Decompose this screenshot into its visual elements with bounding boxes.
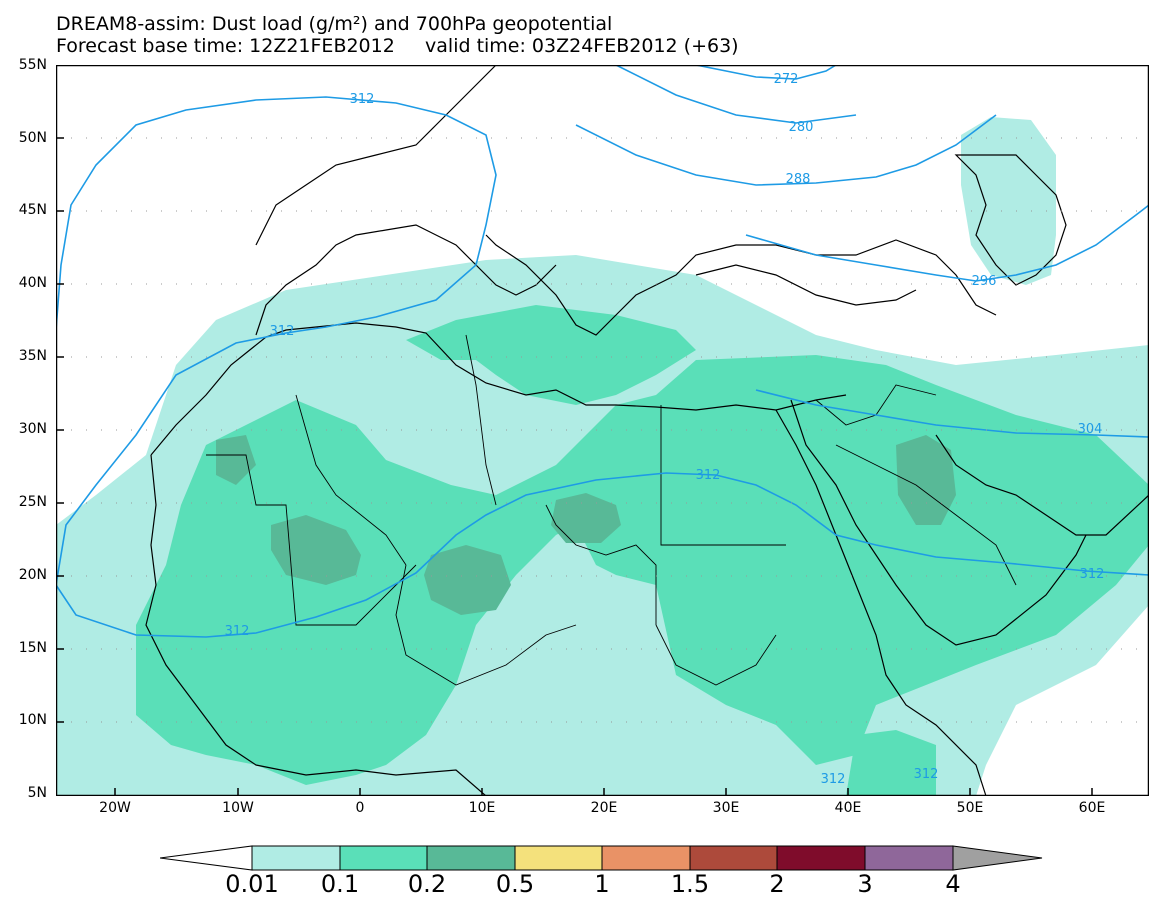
lat-label-5n: 5N bbox=[27, 785, 47, 801]
contour-312 bbox=[56, 96, 1149, 638]
lat-label-15n: 15N bbox=[18, 640, 47, 656]
lat-label-55n: 55N bbox=[18, 57, 47, 73]
coast-caspian bbox=[954, 154, 1067, 286]
coast-iberia-italy bbox=[255, 224, 557, 336]
coast-north-africa bbox=[150, 322, 847, 456]
coastlines bbox=[145, 65, 1149, 796]
contour-288 bbox=[575, 114, 997, 186]
geopotential-contours bbox=[56, 65, 1149, 638]
colorbar-swatch-3 bbox=[426, 845, 516, 871]
coast-west-africa bbox=[145, 454, 487, 796]
colorbar-label-0.1: 0.1 bbox=[320, 870, 360, 898]
colorbar-swatch-5 bbox=[601, 845, 691, 871]
lon-label-10e: 10E bbox=[468, 800, 496, 816]
lat-label-45n: 45N bbox=[18, 202, 47, 218]
lat-label-10n: 10N bbox=[18, 712, 47, 728]
border-saudi bbox=[835, 444, 1017, 586]
lon-label-30e: 30E bbox=[712, 800, 740, 816]
country-borders bbox=[206, 334, 1017, 686]
colorbar-swatch-7 bbox=[776, 845, 866, 871]
border-mauritania-mali bbox=[206, 454, 417, 626]
colorbar bbox=[160, 845, 1043, 871]
contour-label-280: 280 bbox=[789, 120, 814, 135]
lat-label-35n: 35N bbox=[18, 348, 47, 364]
border-sudan bbox=[655, 624, 777, 686]
colorbar-label-0.01: 0.01 bbox=[225, 870, 279, 898]
colorbar-label-0.2: 0.2 bbox=[407, 870, 447, 898]
border-algeria-tunisia bbox=[465, 334, 497, 506]
lat-label-50n: 50N bbox=[18, 130, 47, 146]
colorbar-swatch-4 bbox=[514, 845, 603, 871]
dust-load-map: 272 280 288 296 304 312 312 312 312 312 … bbox=[56, 65, 1149, 796]
lon-label-20e: 20E bbox=[590, 800, 618, 816]
dust-high-westsahara bbox=[216, 435, 256, 485]
axis-ticks bbox=[56, 137, 1093, 796]
dust-mid-main bbox=[136, 355, 1149, 785]
colorbar-label-4: 4 bbox=[945, 870, 961, 898]
lat-label-40n: 40N bbox=[18, 275, 47, 291]
border-algeria-morocco bbox=[295, 394, 407, 566]
map-title-line1: DREAM8-assim: Dust load (g/m²) and 700hP… bbox=[56, 13, 613, 35]
lat-label-25n: 25N bbox=[18, 494, 47, 510]
contour-label-312-c: 312 bbox=[696, 468, 721, 483]
colorbar-swatch-1 bbox=[251, 845, 341, 871]
coast-black-sea bbox=[695, 264, 917, 306]
lon-label-60e: 60E bbox=[1078, 800, 1106, 816]
contour-label-312-f: 312 bbox=[821, 772, 846, 787]
colorbar-over-arrow bbox=[952, 845, 1043, 871]
lon-label-10w: 10W bbox=[222, 800, 254, 816]
dust-mid-med bbox=[406, 305, 696, 405]
map-title-line2: Forecast base time: 12Z21FEB2012 valid t… bbox=[56, 35, 739, 57]
colorbar-swatch-6 bbox=[689, 845, 778, 871]
colorbar-label-3: 3 bbox=[857, 870, 873, 898]
lon-label-0: 0 bbox=[355, 800, 365, 816]
colorbar-swatch-2 bbox=[339, 845, 428, 871]
contour-label-312-b: 312 bbox=[270, 324, 295, 339]
colorbar-swatch-8 bbox=[864, 845, 954, 871]
lon-label-50e: 50E bbox=[956, 800, 984, 816]
lon-label-40e: 40E bbox=[834, 800, 862, 816]
contour-label-272: 272 bbox=[774, 72, 799, 87]
contour-label-312-e: 312 bbox=[225, 624, 250, 639]
border-niger-nigeria bbox=[395, 564, 577, 686]
contour-280 bbox=[615, 65, 857, 124]
contour-label-296: 296 bbox=[972, 274, 997, 289]
colorbar-label-1: 1 bbox=[594, 870, 610, 898]
coast-red-sea-west bbox=[775, 409, 987, 796]
lat-label-20n: 20N bbox=[18, 567, 47, 583]
contour-296 bbox=[745, 204, 1149, 282]
border-libya-chad bbox=[545, 504, 657, 625]
coast-arabia bbox=[790, 399, 1087, 646]
contour-label-304: 304 bbox=[1078, 422, 1103, 437]
dust-high-niger bbox=[424, 545, 511, 615]
coast-gulf bbox=[935, 434, 1149, 536]
colorbar-label-1.5: 1.5 bbox=[670, 870, 710, 898]
colorbar-under-arrow bbox=[160, 845, 253, 871]
colorbar-label-0.5: 0.5 bbox=[495, 870, 535, 898]
lon-label-20w: 20W bbox=[99, 800, 131, 816]
dust-low-caspian bbox=[961, 117, 1056, 285]
coast-europe-south bbox=[485, 234, 997, 336]
contour-304 bbox=[755, 389, 1149, 438]
dust-high-libya bbox=[551, 493, 621, 543]
contour-label-group: 272 280 288 296 304 312 312 312 312 312 … bbox=[225, 72, 1105, 787]
contour-label-288: 288 bbox=[786, 172, 811, 187]
contour-label-312-a: 312 bbox=[350, 92, 375, 107]
contour-label-312-g: 312 bbox=[914, 767, 939, 782]
coast-europe-west bbox=[255, 65, 497, 246]
border-egypt bbox=[660, 405, 786, 546]
contour-label-312-d: 312 bbox=[1080, 567, 1105, 582]
dust-band-0.1 bbox=[136, 305, 1149, 796]
lat-label-30n: 30N bbox=[18, 421, 47, 437]
dust-high-mali bbox=[271, 515, 361, 585]
colorbar-label-2: 2 bbox=[769, 870, 785, 898]
dust-mid-somalia bbox=[846, 730, 936, 796]
contour-272 bbox=[695, 65, 837, 80]
